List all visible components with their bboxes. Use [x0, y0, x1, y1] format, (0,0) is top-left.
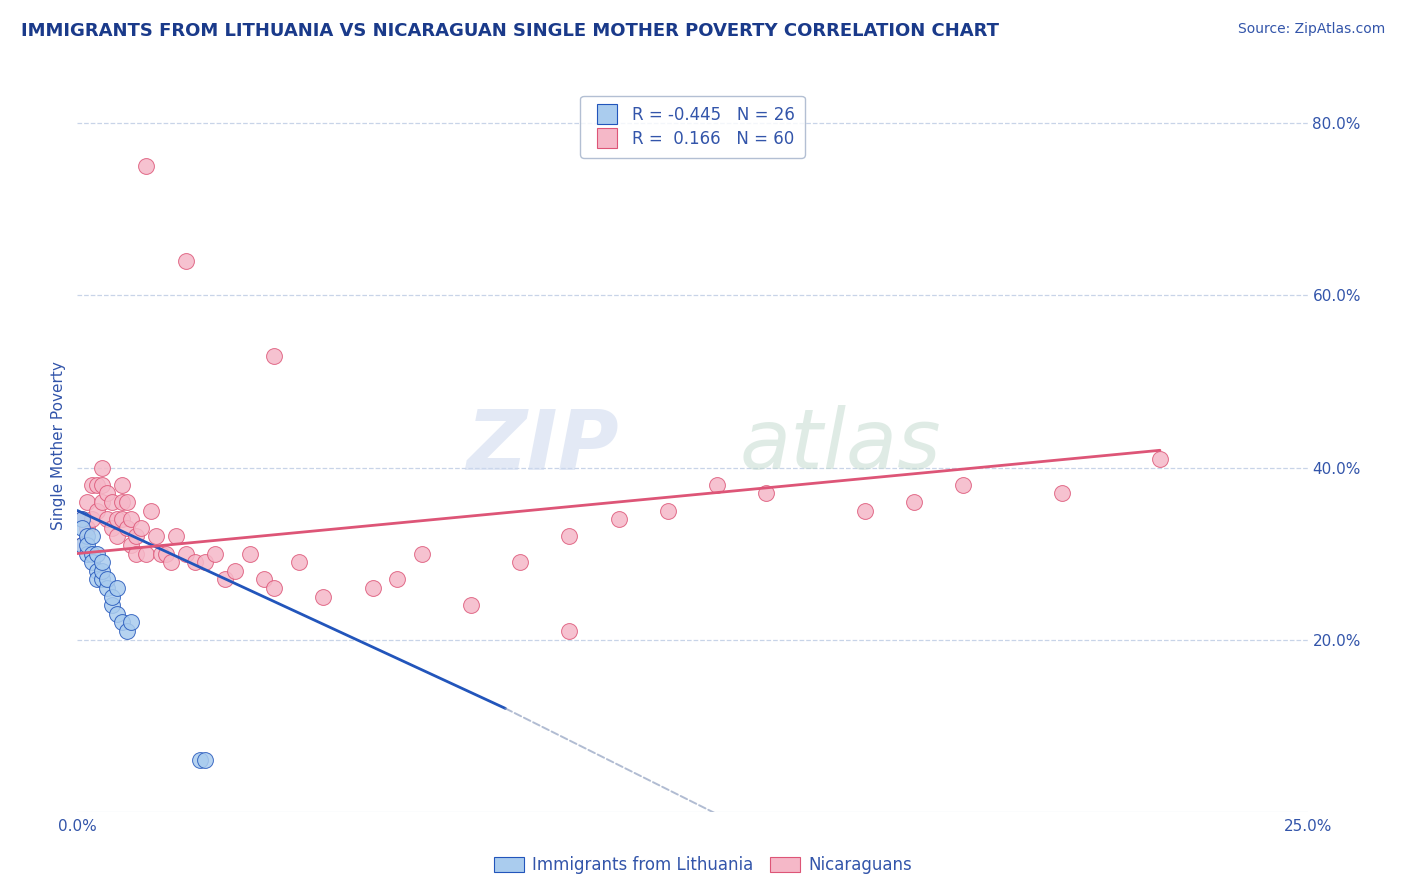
Point: [190, 753, 212, 767]
Point: [111, 495, 132, 509]
Point: [150, 547, 173, 561]
Point: [239, 547, 262, 561]
Point: [105, 607, 128, 621]
Point: [101, 598, 124, 612]
Point: [70, 538, 93, 552]
Point: [82, 512, 104, 526]
Point: [86, 573, 108, 587]
Text: IMMIGRANTS FROM LITHUANIA VS NICARAGUAN SINGLE MOTHER POVERTY CORRELATION CHART: IMMIGRANTS FROM LITHUANIA VS NICARAGUAN …: [21, 22, 1000, 40]
Point: [70, 512, 93, 526]
Point: [141, 503, 163, 517]
Point: [111, 512, 132, 526]
Point: [165, 529, 187, 543]
Point: [194, 555, 217, 569]
Point: [214, 573, 236, 587]
Point: [312, 590, 335, 604]
Point: [263, 349, 285, 363]
Point: [607, 512, 630, 526]
Point: [76, 538, 98, 552]
Text: ZIP: ZIP: [465, 406, 619, 486]
Point: [82, 547, 104, 561]
Point: [853, 503, 876, 517]
Point: [105, 512, 128, 526]
Point: [184, 555, 207, 569]
Point: [135, 547, 157, 561]
Point: [111, 615, 132, 630]
Point: [86, 477, 108, 491]
Point: [90, 495, 114, 509]
Point: [509, 555, 531, 569]
Point: [657, 503, 679, 517]
Point: [101, 590, 124, 604]
Point: [155, 547, 177, 561]
Point: [70, 512, 93, 526]
Point: [121, 538, 143, 552]
Text: Source: ZipAtlas.com: Source: ZipAtlas.com: [1237, 22, 1385, 37]
Point: [76, 529, 98, 543]
Point: [263, 581, 285, 595]
Point: [90, 573, 114, 587]
Point: [101, 521, 124, 535]
Y-axis label: Single Mother Poverty: Single Mother Poverty: [51, 361, 66, 531]
Point: [96, 581, 118, 595]
Point: [952, 477, 974, 491]
Point: [253, 573, 276, 587]
Point: [125, 529, 148, 543]
Point: [90, 460, 114, 475]
Point: [194, 753, 217, 767]
Point: [224, 564, 246, 578]
Point: [174, 547, 197, 561]
Point: [174, 254, 197, 268]
Point: [387, 573, 409, 587]
Point: [96, 512, 118, 526]
Point: [411, 547, 433, 561]
Point: [82, 477, 104, 491]
Point: [96, 486, 118, 500]
Point: [558, 624, 581, 638]
Point: [86, 547, 108, 561]
Point: [96, 573, 118, 587]
Point: [115, 521, 138, 535]
Point: [121, 615, 143, 630]
Point: [121, 512, 143, 526]
Legend: R = -0.445   N = 26, R =  0.166   N = 60: R = -0.445 N = 26, R = 0.166 N = 60: [581, 96, 804, 158]
Point: [70, 538, 93, 552]
Point: [361, 581, 384, 595]
Text: atlas: atlas: [740, 406, 941, 486]
Point: [558, 529, 581, 543]
Point: [82, 555, 104, 569]
Point: [70, 521, 93, 535]
Point: [111, 477, 132, 491]
Point: [115, 624, 138, 638]
Point: [460, 598, 482, 612]
Point: [76, 521, 98, 535]
Point: [145, 529, 167, 543]
Point: [1149, 451, 1171, 466]
Point: [86, 503, 108, 517]
Point: [160, 555, 183, 569]
Point: [131, 521, 153, 535]
Legend: Immigrants from Lithuania, Nicaraguans: Immigrants from Lithuania, Nicaraguans: [489, 851, 917, 880]
Point: [86, 564, 108, 578]
Point: [288, 555, 311, 569]
Point: [105, 529, 128, 543]
Point: [76, 547, 98, 561]
Point: [755, 486, 778, 500]
Point: [706, 477, 728, 491]
Point: [204, 547, 226, 561]
Point: [903, 495, 925, 509]
Point: [1050, 486, 1073, 500]
Point: [135, 159, 157, 173]
Point: [82, 529, 104, 543]
Point: [90, 477, 114, 491]
Point: [76, 495, 98, 509]
Point: [90, 564, 114, 578]
Point: [90, 555, 114, 569]
Point: [101, 495, 124, 509]
Point: [105, 581, 128, 595]
Point: [125, 547, 148, 561]
Point: [115, 495, 138, 509]
